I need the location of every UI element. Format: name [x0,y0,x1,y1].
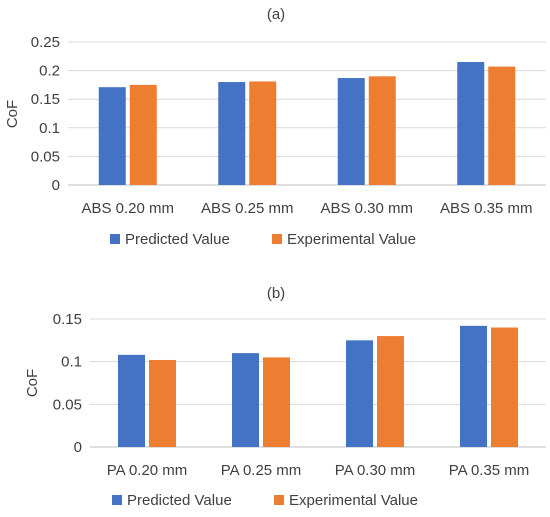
chart-b-legend: Predicted Value Experimental Value [112,492,418,509]
chart-a-y-tick-label: 0.15 [31,91,60,108]
chart-a-y-tick-label: 0.05 [31,148,60,165]
chart-a-bar-predicted [218,82,246,185]
chart-b-bars [118,325,518,447]
chart-a-bars [98,62,516,185]
chart-b-bar-experimental [149,359,176,447]
chart-a-bar-experimental [488,66,516,185]
chart-a-bar-experimental [129,84,157,185]
chart-a-bar-experimental [368,76,396,185]
chart-a-title: (a) [267,6,285,23]
chart-b-bar-experimental [491,327,518,447]
chart-a-y-tick-label: 0.1 [39,120,60,137]
chart-a-category-label: ABS 0.20 mm [81,200,174,217]
chart-a-legend-label-predicted: Predicted Value [125,231,230,248]
chart-a-category-label: ABS 0.25 mm [201,200,294,217]
chart-b-category-label: PA 0.35 mm [449,462,530,479]
chart-a-legend-swatch-predicted [110,234,120,244]
chart-a-y-ticks: 0 0.05 0.1 0.15 0.2 0.25 [31,34,60,194]
chart-b-y-tick-label: 0 [74,439,82,456]
chart-a-legend-swatch-experimental [272,234,282,244]
chart-a-bar-predicted [457,62,485,185]
chart-b-title: (b) [267,285,285,302]
chart-b-ylabel: CoF [24,369,41,397]
chart-b-bar-experimental [263,357,290,447]
chart-a-category-label: ABS 0.30 mm [320,200,413,217]
chart-a-ylabel: CoF [4,100,21,128]
chart-b-y-tick-label: 0.15 [53,311,82,328]
chart-b-legend-label-predicted: Predicted Value [127,492,232,509]
chart-a-category-label: ABS 0.35 mm [440,200,533,217]
chart-a-bar-predicted [98,87,126,185]
chart-b-bar-predicted [346,340,373,447]
chart-b-y-tick-label: 0.1 [61,354,82,371]
chart-b-bar-experimental [377,336,404,447]
chart-b-x-ticks: PA 0.20 mm PA 0.25 mm PA 0.30 mm PA 0.35 mm [107,462,530,479]
chart-a-y-tick-label: 0 [52,177,60,194]
chart-b-y-ticks: 0 0.05 0.1 0.15 [53,311,82,456]
chart-b-category-label: PA 0.30 mm [335,462,416,479]
chart-b-y-tick-label: 0.05 [53,396,82,413]
chart-b-bar-predicted [118,354,145,447]
chart-a-y-tick-label: 0.25 [31,34,60,51]
chart-b-category-label: PA 0.20 mm [107,462,188,479]
chart-b-bar-predicted [232,353,259,447]
chart-a-legend-label-experimental: Experimental Value [287,231,416,248]
chart-b-bar-predicted [460,325,487,447]
chart-b-legend-label-experimental: Experimental Value [289,492,418,509]
chart-a-legend: Predicted Value Experimental Value [110,231,416,248]
chart-a-y-tick-label: 0.2 [39,63,60,80]
chart-b: (b) CoF 0 0.05 0.1 0.15 PA 0.20 mm PA 0.25 m… [24,285,546,509]
chart-b-category-label: PA 0.25 mm [221,462,302,479]
chart-a-x-ticks: ABS 0.20 mm ABS 0.25 mm ABS 0.30 mm ABS 0.3… [81,200,532,217]
chart-b-legend-swatch-predicted [112,495,122,505]
chart-b-legend-swatch-experimental [274,495,284,505]
chart-a: (a) CoF 00.050.10.150.20.25 ABS 0.20 mm A… [4,6,546,248]
chart-a-bar-experimental [249,81,277,185]
chart-a-bar-predicted [337,78,365,185]
